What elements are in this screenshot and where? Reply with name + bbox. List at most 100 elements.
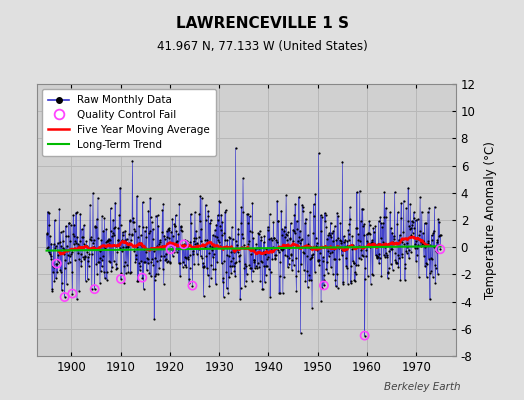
Legend: Raw Monthly Data, Quality Control Fail, Five Year Moving Average, Long-Term Tren: Raw Monthly Data, Quality Control Fail, … <box>42 89 216 156</box>
Point <box>413 216 422 222</box>
Point <box>118 248 126 254</box>
Point <box>375 250 384 257</box>
Point <box>60 294 69 300</box>
Point <box>342 242 351 249</box>
Point <box>318 214 326 221</box>
Point <box>337 251 346 258</box>
Point <box>422 220 431 226</box>
Point <box>66 238 74 244</box>
Point <box>361 332 369 339</box>
Point <box>279 227 288 234</box>
Point <box>421 263 429 269</box>
Point <box>205 220 214 226</box>
Point <box>165 234 173 241</box>
Point <box>372 252 380 259</box>
Point <box>111 199 119 206</box>
Point <box>333 210 341 216</box>
Point <box>67 222 75 228</box>
Point <box>369 225 377 232</box>
Point <box>294 268 303 274</box>
Point <box>334 245 343 251</box>
Point <box>139 285 148 292</box>
Point <box>89 240 97 246</box>
Point <box>195 218 204 224</box>
Point <box>272 239 281 245</box>
Point <box>330 246 338 252</box>
Point <box>114 225 123 231</box>
Point <box>363 238 372 244</box>
Point <box>157 243 166 249</box>
Point <box>184 256 192 262</box>
Point <box>159 200 168 207</box>
Point <box>158 207 167 213</box>
Point <box>433 270 442 277</box>
Point <box>68 269 76 276</box>
Point <box>185 265 194 272</box>
Point <box>222 207 230 214</box>
Point <box>160 232 169 239</box>
Point <box>380 214 388 221</box>
Point <box>94 258 103 265</box>
Point <box>407 225 415 231</box>
Point <box>114 237 122 244</box>
Point <box>269 219 278 225</box>
Point <box>329 270 337 277</box>
Point <box>365 218 374 224</box>
Point <box>254 230 263 236</box>
Point <box>300 266 308 273</box>
Point <box>313 257 322 263</box>
Point <box>346 204 354 210</box>
Point <box>262 262 270 269</box>
Point <box>81 278 90 284</box>
Point <box>262 246 270 252</box>
Point <box>294 194 303 200</box>
Point <box>156 256 165 263</box>
Point <box>371 223 379 230</box>
Point <box>264 227 272 234</box>
Point <box>171 223 179 229</box>
Point <box>235 253 243 259</box>
Point <box>270 235 278 242</box>
Point <box>196 253 205 260</box>
Point <box>405 247 413 253</box>
Point <box>182 242 191 248</box>
Point <box>255 264 263 270</box>
Point <box>292 273 300 279</box>
Point <box>103 277 111 283</box>
Point <box>80 222 88 228</box>
Point <box>98 256 106 263</box>
Point <box>79 254 87 260</box>
Point <box>334 235 343 241</box>
Point <box>396 238 404 244</box>
Point <box>230 268 238 274</box>
Point <box>403 218 412 224</box>
Point <box>180 262 189 268</box>
Point <box>148 236 157 242</box>
Point <box>276 273 284 279</box>
Point <box>150 316 158 322</box>
Point <box>143 255 151 261</box>
Point <box>62 281 71 288</box>
Point <box>176 260 184 266</box>
Point <box>385 265 393 271</box>
Point <box>192 250 201 257</box>
Point <box>221 209 229 215</box>
Text: LAWRENCEVILLE 1 S: LAWRENCEVILLE 1 S <box>176 16 348 31</box>
Point <box>210 250 218 257</box>
Point <box>68 249 76 256</box>
Point <box>107 228 115 234</box>
Point <box>228 224 236 230</box>
Point <box>238 235 247 242</box>
Point <box>329 228 337 234</box>
Point <box>296 228 304 234</box>
Point <box>281 234 289 240</box>
Point <box>406 226 414 232</box>
Point <box>307 254 315 261</box>
Point <box>282 232 291 239</box>
Point <box>101 244 110 251</box>
Point <box>424 209 432 215</box>
Point <box>414 242 423 248</box>
Point <box>256 228 264 234</box>
Point <box>422 259 430 266</box>
Point <box>302 243 311 250</box>
